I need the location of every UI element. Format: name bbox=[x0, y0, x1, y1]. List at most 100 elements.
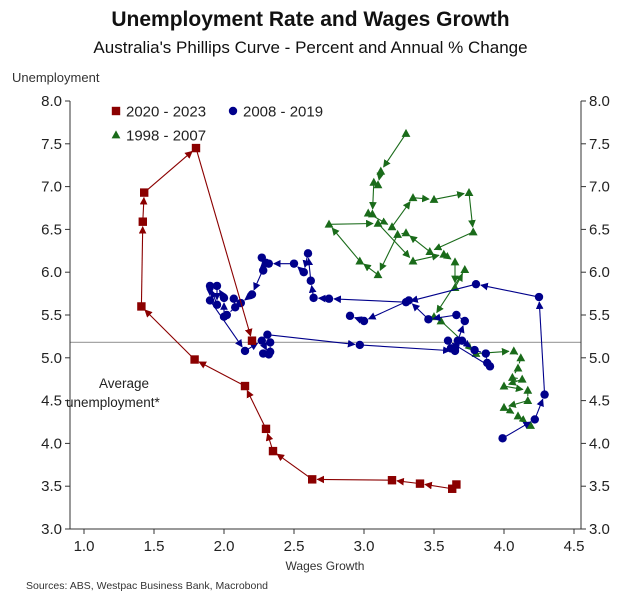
data-point bbox=[355, 256, 365, 265]
data-point bbox=[452, 480, 461, 489]
legend: 2020 - 2023 2008 - 2019 1998 - 2007 bbox=[111, 104, 323, 145]
data-point bbox=[261, 258, 271, 267]
series-segment bbox=[480, 282, 540, 298]
data-point bbox=[289, 259, 299, 268]
data-point bbox=[306, 276, 315, 285]
y-tick-label-right: 4.5 bbox=[589, 393, 610, 410]
data-point bbox=[247, 290, 257, 299]
series-segment bbox=[246, 389, 267, 430]
data-point bbox=[373, 270, 383, 279]
data-point bbox=[259, 349, 268, 358]
series-segment bbox=[410, 283, 477, 303]
data-point bbox=[499, 381, 509, 390]
legend-label: 2008 - 2019 bbox=[243, 104, 323, 121]
data-point bbox=[261, 424, 271, 434]
series-segment bbox=[328, 219, 374, 228]
data-point bbox=[309, 293, 318, 303]
x-tick-label: 1.5 bbox=[144, 538, 165, 555]
data-point bbox=[436, 316, 446, 325]
data-point bbox=[523, 396, 533, 404]
data-point bbox=[470, 345, 479, 355]
data-point bbox=[481, 349, 490, 358]
series-triangle bbox=[324, 128, 535, 429]
data-point bbox=[219, 293, 229, 303]
data-point bbox=[439, 249, 449, 258]
data-point bbox=[359, 316, 369, 326]
series-segment bbox=[198, 361, 246, 387]
data-point bbox=[485, 362, 495, 371]
data-point bbox=[268, 446, 278, 456]
data-point bbox=[448, 484, 457, 493]
data-point bbox=[499, 402, 509, 411]
y-tick-label-left: 4.5 bbox=[41, 393, 62, 410]
data-point bbox=[460, 316, 469, 326]
data-point bbox=[460, 265, 470, 274]
data-point bbox=[468, 227, 478, 236]
series-segment bbox=[508, 400, 528, 408]
data-point bbox=[240, 381, 250, 391]
data-point bbox=[509, 346, 519, 355]
series-segment bbox=[359, 344, 451, 355]
y-tick-label-left: 5.5 bbox=[41, 307, 62, 324]
series-segment bbox=[535, 301, 546, 395]
data-point bbox=[471, 279, 481, 289]
data-point bbox=[266, 338, 275, 347]
x-tick-label: 3.0 bbox=[354, 538, 375, 555]
data-point bbox=[219, 312, 229, 321]
data-point bbox=[376, 166, 386, 175]
x-tick-label: 1.0 bbox=[74, 538, 95, 555]
series-segment bbox=[502, 421, 532, 439]
data-point bbox=[498, 434, 507, 443]
series-segment bbox=[144, 309, 195, 360]
x-axis-label: Wages Growth bbox=[285, 559, 365, 573]
series-segment bbox=[433, 231, 474, 251]
series-segment bbox=[412, 253, 440, 262]
series-circle bbox=[205, 249, 549, 443]
data-point bbox=[324, 294, 334, 303]
average-unemployment-label-line1: Average bbox=[99, 376, 149, 391]
series-segment bbox=[412, 194, 430, 203]
source-note: Sources: ABS, Westpac Business Bank, Mac… bbox=[26, 580, 269, 592]
series-segment bbox=[195, 147, 253, 337]
data-point bbox=[355, 340, 364, 350]
y-axis-label: Unemployment bbox=[12, 70, 100, 85]
series-segment bbox=[391, 201, 411, 228]
data-point bbox=[247, 336, 257, 345]
legend-item: 2020 - 2023 bbox=[111, 104, 206, 121]
average-unemployment-label-line2: unemployment* bbox=[66, 395, 161, 410]
y-tick-label-right: 6.0 bbox=[589, 264, 610, 281]
legend-swatch-square bbox=[111, 106, 121, 116]
series-segment bbox=[433, 191, 465, 200]
data-point bbox=[369, 177, 379, 186]
legend-item: 2008 - 2019 bbox=[228, 104, 323, 121]
y-tick-label-right: 3.0 bbox=[589, 521, 610, 538]
data-point bbox=[387, 476, 397, 485]
data-point bbox=[345, 311, 355, 321]
data-point bbox=[513, 411, 523, 420]
data-point bbox=[513, 363, 523, 372]
data-point bbox=[452, 310, 461, 320]
data-point bbox=[373, 218, 383, 227]
data-point bbox=[401, 128, 411, 137]
series-segment bbox=[475, 347, 510, 356]
data-point bbox=[523, 385, 533, 394]
legend-label: 2020 - 2023 bbox=[126, 104, 206, 121]
data-point bbox=[191, 143, 201, 153]
x-tick-label: 3.5 bbox=[424, 538, 445, 555]
legend-label: 1998 - 2007 bbox=[126, 128, 206, 145]
data-point bbox=[530, 415, 539, 424]
y-tick-label-right: 3.5 bbox=[589, 478, 610, 495]
y-tick-label-left: 3.5 bbox=[41, 478, 62, 495]
y-tick-label-left: 3.0 bbox=[41, 521, 62, 538]
series-segment bbox=[267, 334, 356, 348]
data-point bbox=[324, 219, 334, 228]
data-point bbox=[540, 390, 549, 399]
y-tick-label-left: 8.0 bbox=[41, 93, 62, 110]
data-point bbox=[303, 249, 313, 258]
legend-swatch-triangle bbox=[111, 130, 121, 139]
data-point bbox=[299, 268, 308, 277]
x-tick-label: 4.5 bbox=[564, 538, 585, 555]
data-point bbox=[408, 193, 418, 202]
data-point bbox=[446, 344, 455, 353]
